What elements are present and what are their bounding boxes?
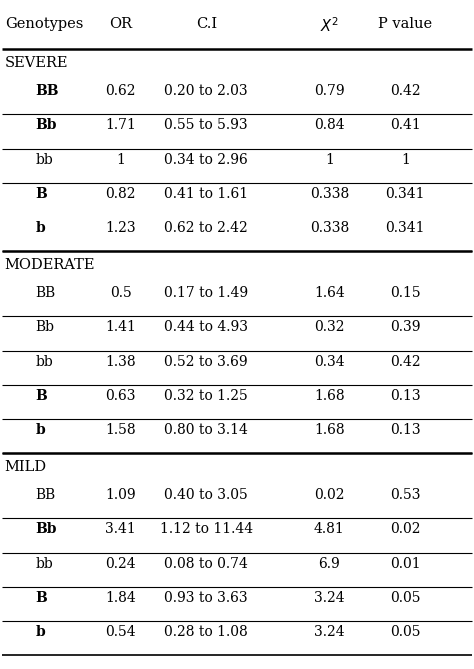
Text: MILD: MILD [5,460,47,474]
Text: b: b [36,625,46,639]
Text: 1: 1 [401,153,410,167]
Text: 0.341: 0.341 [385,187,425,201]
Text: 0.05: 0.05 [390,625,420,639]
Text: 6.9: 6.9 [319,557,340,571]
Text: 1.41: 1.41 [105,320,137,334]
Text: 0.28 to 1.08: 0.28 to 1.08 [164,625,248,639]
Text: 0.41: 0.41 [390,118,420,132]
Text: 0.13: 0.13 [390,389,420,403]
Text: 0.39: 0.39 [390,320,420,334]
Text: 1.09: 1.09 [106,488,136,502]
Text: OR: OR [109,17,132,31]
Text: 0.41 to 1.61: 0.41 to 1.61 [164,187,248,201]
Text: 0.13: 0.13 [390,423,420,437]
Text: 0.338: 0.338 [310,221,349,235]
Text: 3.24: 3.24 [314,625,345,639]
Text: C.I: C.I [196,17,217,31]
Text: 0.34 to 2.96: 0.34 to 2.96 [164,153,248,167]
Text: 0.80 to 3.14: 0.80 to 3.14 [164,423,248,437]
Text: 1: 1 [117,153,125,167]
Text: 1.84: 1.84 [106,591,136,605]
Text: P value: P value [378,17,432,31]
Text: B: B [36,591,47,605]
Text: 0.17 to 1.49: 0.17 to 1.49 [164,286,248,300]
Text: bb: bb [36,355,53,369]
Text: bb: bb [36,153,53,167]
Text: 1.12 to 11.44: 1.12 to 11.44 [160,522,253,537]
Text: 0.15: 0.15 [390,286,420,300]
Text: 1.68: 1.68 [314,389,345,403]
Text: 0.32: 0.32 [314,320,345,334]
Text: B: B [36,389,47,403]
Text: 0.63: 0.63 [106,389,136,403]
Text: 0.42: 0.42 [390,84,420,98]
Text: SEVERE: SEVERE [5,56,68,70]
Text: B: B [36,187,47,201]
Text: 0.02: 0.02 [390,522,420,537]
Text: 1.58: 1.58 [106,423,136,437]
Text: 0.08 to 0.74: 0.08 to 0.74 [164,557,248,571]
Text: 0.93 to 3.63: 0.93 to 3.63 [164,591,248,605]
Text: 0.20 to 2.03: 0.20 to 2.03 [164,84,248,98]
Text: 1.23: 1.23 [106,221,136,235]
Text: 0.32 to 1.25: 0.32 to 1.25 [164,389,248,403]
Text: 0.42: 0.42 [390,355,420,369]
Text: 0.02: 0.02 [314,488,345,502]
Text: 0.84: 0.84 [314,118,345,132]
Text: 0.62: 0.62 [106,84,136,98]
Text: 0.62 to 2.42: 0.62 to 2.42 [164,221,248,235]
Text: 0.341: 0.341 [385,221,425,235]
Text: 0.44 to 4.93: 0.44 to 4.93 [164,320,248,334]
Text: b: b [36,221,46,235]
Text: BB: BB [36,488,56,502]
Text: MODERATE: MODERATE [5,258,95,272]
Text: 0.24: 0.24 [106,557,136,571]
Text: BB: BB [36,286,56,300]
Text: Bb: Bb [36,522,57,537]
Text: 0.82: 0.82 [106,187,136,201]
Text: 1.71: 1.71 [105,118,137,132]
Text: 0.40 to 3.05: 0.40 to 3.05 [164,488,248,502]
Text: 1: 1 [325,153,334,167]
Text: 3.41: 3.41 [106,522,136,537]
Text: 0.34: 0.34 [314,355,345,369]
Text: Bb: Bb [36,320,55,334]
Text: bb: bb [36,557,53,571]
Text: 0.52 to 3.69: 0.52 to 3.69 [164,355,248,369]
Text: 0.05: 0.05 [390,591,420,605]
Text: 3.24: 3.24 [314,591,345,605]
Text: 0.53: 0.53 [390,488,420,502]
Text: $X^{2}$: $X^{2}$ [320,17,339,35]
Text: 4.81: 4.81 [314,522,345,537]
Text: 1.64: 1.64 [314,286,345,300]
Text: 1.38: 1.38 [106,355,136,369]
Text: 0.54: 0.54 [106,625,136,639]
Text: BB: BB [36,84,59,98]
Text: 1.68: 1.68 [314,423,345,437]
Text: Genotypes: Genotypes [5,17,83,31]
Text: b: b [36,423,46,437]
Text: 0.338: 0.338 [310,187,349,201]
Text: 0.5: 0.5 [110,286,132,300]
Text: Bb: Bb [36,118,57,132]
Text: 0.79: 0.79 [314,84,345,98]
Text: 0.01: 0.01 [390,557,420,571]
Text: 0.55 to 5.93: 0.55 to 5.93 [164,118,248,132]
